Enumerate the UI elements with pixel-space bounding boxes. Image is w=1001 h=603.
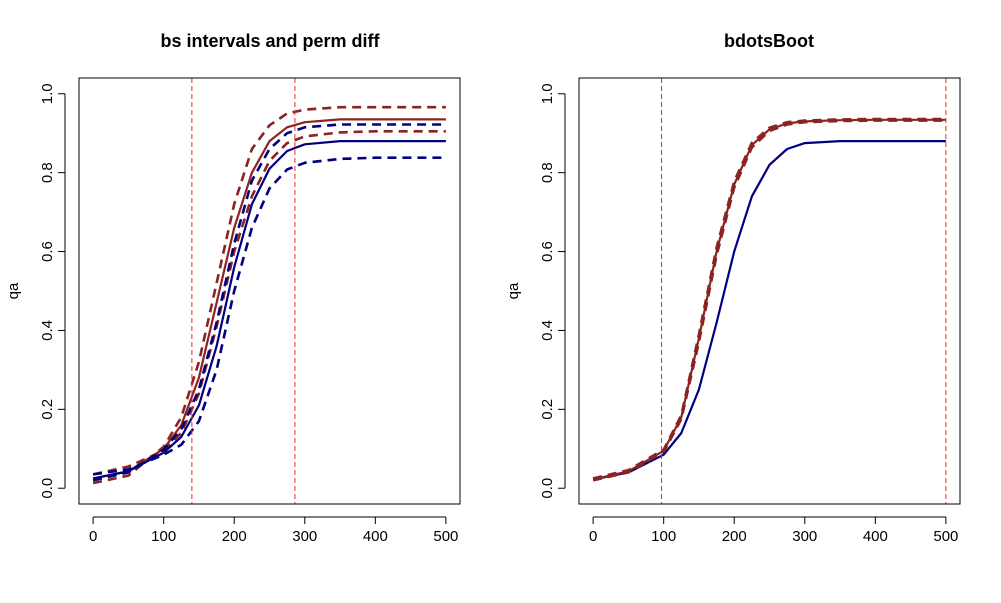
y-tick-label: 0.0	[39, 478, 56, 499]
y-axis-label-left: qa	[5, 282, 22, 299]
x-tick-label: 400	[863, 528, 888, 545]
y-tick-label: 0.6	[39, 241, 56, 262]
y-axis-label-right: qa	[505, 282, 522, 299]
x-tick-label: 300	[792, 528, 817, 545]
plot-area-left: 0 100 200 300 400 500 0.0 0.2 0.4 0.6 0.8 1.0	[39, 77, 461, 545]
y-tick-label: 0.4	[539, 320, 556, 341]
series-line-0	[92, 118, 446, 480]
y-tick-label: 0.0	[539, 478, 556, 499]
series-line-2	[92, 130, 446, 476]
series-line-5	[92, 156, 446, 476]
series-line-2	[592, 119, 946, 482]
y-tick-label: 0.4	[39, 320, 56, 341]
x-tick-label: 300	[292, 528, 317, 545]
series-line-1	[92, 105, 446, 485]
y-tick-label: 0.8	[39, 162, 56, 183]
x-tick-label: 0	[89, 528, 97, 545]
y-tick-label: 0.6	[539, 241, 556, 262]
y-tick-label: 0.2	[39, 399, 56, 420]
series-line-0	[592, 140, 946, 481]
plot-frame	[578, 77, 961, 505]
x-tick-label: 400	[363, 528, 388, 545]
y-tick-label: 0.2	[539, 399, 556, 420]
panel-right: bdotsBoot qa 0 100 200 300 400 500 0.0 0.2 0.4 0.…	[505, 31, 961, 545]
x-tick-label: 0	[589, 528, 597, 545]
chart-title-right: bdotsBoot	[724, 31, 814, 51]
x-tick-label: 500	[433, 528, 458, 545]
y-tick-label: 1.0	[39, 83, 56, 104]
x-tick-label: 100	[651, 528, 676, 545]
x-tick-label: 200	[722, 528, 747, 545]
series-line-3	[92, 140, 446, 480]
x-tick-label: 200	[222, 528, 247, 545]
y-tick-label: 0.8	[539, 162, 556, 183]
y-tick-label: 1.0	[539, 83, 556, 104]
plot-frame	[78, 77, 461, 505]
chart-title-left: bs intervals and perm diff	[160, 31, 380, 51]
x-tick-label: 500	[933, 528, 958, 545]
panel-left: bs intervals and perm diff qa 0 100 200 300…	[5, 31, 461, 545]
x-tick-label: 100	[151, 528, 176, 545]
plot-area-right: 0 100 200 300 400 500 0.0 0.2 0.4 0.6 0.8 1.0	[539, 77, 961, 545]
series-line-4	[92, 123, 446, 482]
series-line-3	[592, 117, 946, 480]
